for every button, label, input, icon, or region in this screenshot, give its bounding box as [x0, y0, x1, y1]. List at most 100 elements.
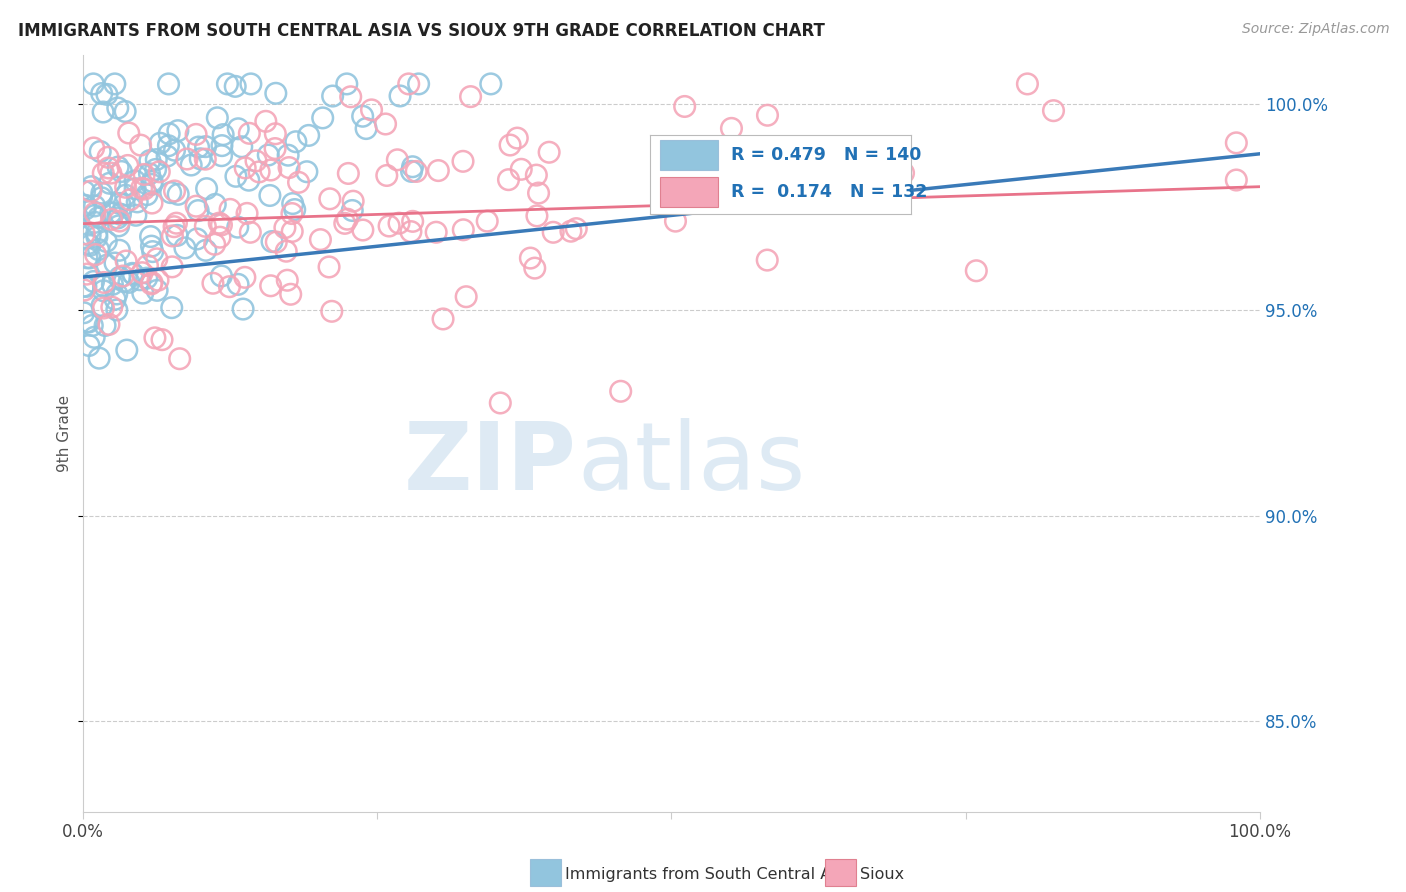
Point: [523, 261, 546, 276]
Text: R = 0.479   N = 140: R = 0.479 N = 140: [731, 146, 921, 164]
Point: [103, 206, 125, 220]
Point: [83, 209, 105, 223]
Point: [281, 196, 304, 211]
Point: [91, 166, 114, 180]
Point: [194, 219, 217, 234]
Point: [204, 197, 226, 211]
Point: [322, 89, 344, 103]
Point: [118, 126, 141, 140]
Point: [174, 241, 197, 255]
Point: [711, 172, 734, 186]
Point: [107, 211, 129, 225]
Point: [281, 206, 304, 220]
Point: [145, 162, 167, 177]
Point: [287, 175, 309, 189]
Point: [231, 140, 253, 154]
Point: [105, 287, 128, 301]
Point: [84, 247, 107, 261]
Point: [124, 174, 146, 188]
Point: [79, 251, 101, 265]
Point: [160, 301, 183, 315]
Point: [80, 184, 103, 198]
Point: [247, 165, 270, 179]
Point: [238, 173, 260, 187]
Point: [211, 149, 233, 163]
Point: [91, 299, 114, 313]
Point: [281, 224, 304, 238]
Point: [451, 154, 474, 169]
Point: [131, 181, 153, 195]
Point: [107, 101, 129, 115]
Point: [499, 138, 522, 153]
Point: [160, 260, 183, 274]
Point: [226, 277, 249, 292]
Point: [180, 158, 202, 172]
Point: [114, 180, 136, 194]
Point: [260, 163, 283, 178]
Point: [108, 196, 131, 211]
Point: [83, 215, 105, 229]
Point: [134, 168, 156, 182]
Point: [111, 268, 134, 283]
FancyBboxPatch shape: [661, 178, 717, 207]
Point: [204, 237, 226, 252]
Point: [105, 302, 128, 317]
Point: [342, 203, 364, 218]
Point: [401, 160, 423, 174]
Point: [527, 186, 550, 200]
Point: [159, 186, 181, 200]
Point: [333, 216, 356, 230]
Point: [236, 206, 259, 220]
Point: [86, 230, 108, 244]
Point: [194, 139, 217, 153]
Point: [354, 121, 377, 136]
Point: [167, 123, 190, 137]
Point: [401, 164, 423, 178]
Point: [104, 256, 127, 270]
Point: [90, 87, 112, 101]
Text: Sioux: Sioux: [860, 867, 904, 881]
Point: [141, 178, 163, 192]
Point: [245, 153, 267, 168]
Point: [146, 284, 169, 298]
Point: [73, 279, 96, 293]
Point: [280, 287, 302, 301]
Point: [195, 182, 218, 196]
Point: [295, 165, 318, 179]
Point: [402, 214, 425, 228]
Point: [141, 174, 163, 188]
Point: [208, 216, 231, 230]
Text: IMMIGRANTS FROM SOUTH CENTRAL ASIA VS SIOUX 9TH GRADE CORRELATION CHART: IMMIGRANTS FROM SOUTH CENTRAL ASIA VS SI…: [18, 22, 825, 40]
Point: [259, 188, 281, 202]
Point: [107, 219, 129, 233]
Point: [75, 198, 97, 212]
Point: [965, 264, 987, 278]
Point: [146, 252, 169, 266]
Point: [108, 244, 131, 258]
Point: [560, 224, 582, 238]
Point: [101, 277, 124, 292]
Point: [150, 333, 173, 347]
Text: Immigrants from South Central Asia: Immigrants from South Central Asia: [565, 867, 853, 881]
Point: [298, 128, 321, 143]
Point: [339, 89, 361, 103]
Point: [188, 152, 211, 166]
Point: [276, 244, 298, 259]
Point: [89, 145, 111, 159]
Point: [136, 187, 159, 202]
Point: [93, 279, 115, 293]
Text: R =  0.174   N = 132: R = 0.174 N = 132: [731, 183, 927, 202]
Point: [79, 228, 101, 243]
Point: [456, 290, 478, 304]
Point: [387, 153, 409, 167]
Point: [139, 229, 162, 244]
Point: [145, 153, 167, 167]
Point: [76, 315, 98, 329]
Point: [226, 121, 249, 136]
Point: [479, 77, 502, 91]
Point: [405, 164, 427, 178]
Point: [83, 199, 105, 213]
Point: [73, 283, 96, 297]
Point: [399, 225, 422, 239]
Point: [1225, 173, 1247, 187]
